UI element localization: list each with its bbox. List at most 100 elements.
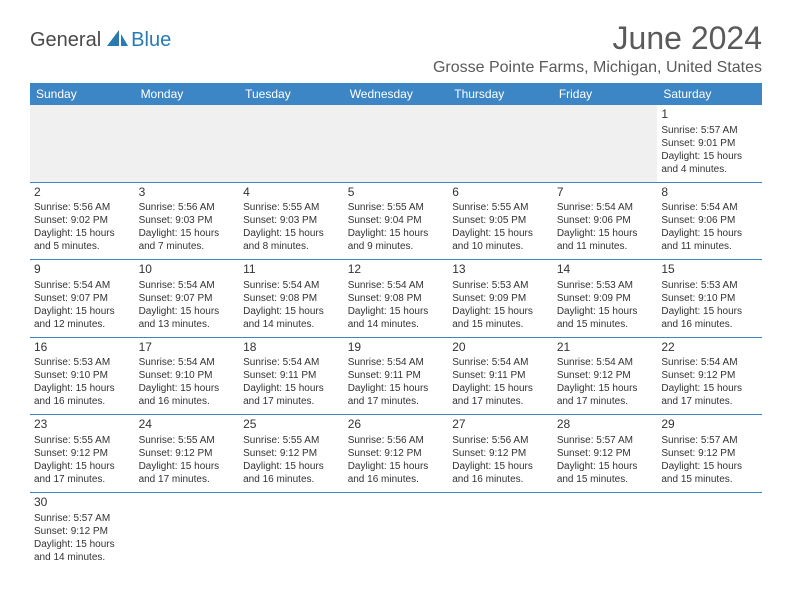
daylight-text: Daylight: 15 hours and 16 minutes. [452, 460, 549, 486]
sunrise-text: Sunrise: 5:54 AM [34, 279, 131, 292]
sunset-text: Sunset: 9:08 PM [243, 292, 340, 305]
calendar-cell: 8Sunrise: 5:54 AMSunset: 9:06 PMDaylight… [657, 182, 762, 260]
calendar-cell [135, 492, 240, 569]
daylight-text: Daylight: 15 hours and 15 minutes. [452, 305, 549, 331]
calendar-body: 1Sunrise: 5:57 AMSunset: 9:01 PMDaylight… [30, 105, 762, 570]
calendar-cell: 16Sunrise: 5:53 AMSunset: 9:10 PMDayligh… [30, 337, 135, 415]
sunrise-text: Sunrise: 5:57 AM [34, 512, 131, 525]
daylight-text: Daylight: 15 hours and 4 minutes. [661, 150, 758, 176]
calendar-cell: 3Sunrise: 5:56 AMSunset: 9:03 PMDaylight… [135, 182, 240, 260]
month-title: June 2024 [433, 20, 762, 57]
calendar-cell: 7Sunrise: 5:54 AMSunset: 9:06 PMDaylight… [553, 182, 658, 260]
calendar-cell [448, 105, 553, 182]
calendar-cell [553, 492, 658, 569]
calendar-cell: 29Sunrise: 5:57 AMSunset: 9:12 PMDayligh… [657, 415, 762, 493]
calendar-cell: 25Sunrise: 5:55 AMSunset: 9:12 PMDayligh… [239, 415, 344, 493]
sunrise-text: Sunrise: 5:54 AM [139, 279, 236, 292]
day-number: 17 [139, 340, 236, 356]
sunset-text: Sunset: 9:01 PM [661, 137, 758, 150]
calendar-cell [239, 105, 344, 182]
daylight-text: Daylight: 15 hours and 12 minutes. [34, 305, 131, 331]
daylight-text: Daylight: 15 hours and 15 minutes. [557, 305, 654, 331]
sunrise-text: Sunrise: 5:54 AM [348, 356, 445, 369]
sunset-text: Sunset: 9:06 PM [557, 214, 654, 227]
sunset-text: Sunset: 9:10 PM [661, 292, 758, 305]
calendar-cell [30, 105, 135, 182]
calendar-cell [448, 492, 553, 569]
day-number: 25 [243, 417, 340, 433]
sunset-text: Sunset: 9:07 PM [139, 292, 236, 305]
daylight-text: Daylight: 15 hours and 16 minutes. [661, 305, 758, 331]
daylight-text: Daylight: 15 hours and 17 minutes. [348, 382, 445, 408]
day-number: 7 [557, 185, 654, 201]
calendar-cell [344, 492, 449, 569]
sunrise-text: Sunrise: 5:56 AM [34, 201, 131, 214]
calendar-cell: 11Sunrise: 5:54 AMSunset: 9:08 PMDayligh… [239, 260, 344, 338]
calendar-cell: 6Sunrise: 5:55 AMSunset: 9:05 PMDaylight… [448, 182, 553, 260]
day-number: 5 [348, 185, 445, 201]
sunrise-text: Sunrise: 5:56 AM [348, 434, 445, 447]
day-number: 28 [557, 417, 654, 433]
weekday-header: Saturday [657, 83, 762, 105]
sunset-text: Sunset: 9:06 PM [661, 214, 758, 227]
calendar-cell: 21Sunrise: 5:54 AMSunset: 9:12 PMDayligh… [553, 337, 658, 415]
daylight-text: Daylight: 15 hours and 16 minutes. [348, 460, 445, 486]
logo-sail-icon [105, 28, 129, 53]
calendar-cell: 2Sunrise: 5:56 AMSunset: 9:02 PMDaylight… [30, 182, 135, 260]
sunset-text: Sunset: 9:08 PM [348, 292, 445, 305]
sunrise-text: Sunrise: 5:53 AM [452, 279, 549, 292]
day-number: 23 [34, 417, 131, 433]
calendar-cell [344, 105, 449, 182]
daylight-text: Daylight: 15 hours and 17 minutes. [139, 460, 236, 486]
calendar-cell: 10Sunrise: 5:54 AMSunset: 9:07 PMDayligh… [135, 260, 240, 338]
day-number: 8 [661, 185, 758, 201]
sunset-text: Sunset: 9:11 PM [243, 369, 340, 382]
daylight-text: Daylight: 15 hours and 17 minutes. [557, 382, 654, 408]
sunrise-text: Sunrise: 5:56 AM [452, 434, 549, 447]
day-number: 16 [34, 340, 131, 356]
calendar-cell: 22Sunrise: 5:54 AMSunset: 9:12 PMDayligh… [657, 337, 762, 415]
day-number: 6 [452, 185, 549, 201]
calendar-cell: 28Sunrise: 5:57 AMSunset: 9:12 PMDayligh… [553, 415, 658, 493]
daylight-text: Daylight: 15 hours and 11 minutes. [557, 227, 654, 253]
sunset-text: Sunset: 9:12 PM [452, 447, 549, 460]
sunrise-text: Sunrise: 5:55 AM [139, 434, 236, 447]
daylight-text: Daylight: 15 hours and 17 minutes. [661, 382, 758, 408]
calendar-cell: 19Sunrise: 5:54 AMSunset: 9:11 PMDayligh… [344, 337, 449, 415]
sunrise-text: Sunrise: 5:54 AM [452, 356, 549, 369]
sunset-text: Sunset: 9:02 PM [34, 214, 131, 227]
day-number: 30 [34, 495, 131, 511]
calendar-cell [239, 492, 344, 569]
calendar-row: 9Sunrise: 5:54 AMSunset: 9:07 PMDaylight… [30, 260, 762, 338]
daylight-text: Daylight: 15 hours and 11 minutes. [661, 227, 758, 253]
calendar-row: 1Sunrise: 5:57 AMSunset: 9:01 PMDaylight… [30, 105, 762, 182]
day-number: 14 [557, 262, 654, 278]
sunset-text: Sunset: 9:12 PM [243, 447, 340, 460]
calendar-cell: 20Sunrise: 5:54 AMSunset: 9:11 PMDayligh… [448, 337, 553, 415]
sunrise-text: Sunrise: 5:53 AM [661, 279, 758, 292]
day-number: 22 [661, 340, 758, 356]
weekday-header: Monday [135, 83, 240, 105]
daylight-text: Daylight: 15 hours and 9 minutes. [348, 227, 445, 253]
sunrise-text: Sunrise: 5:55 AM [348, 201, 445, 214]
sunset-text: Sunset: 9:12 PM [557, 447, 654, 460]
sunset-text: Sunset: 9:12 PM [661, 447, 758, 460]
day-number: 10 [139, 262, 236, 278]
weekday-header: Friday [553, 83, 658, 105]
calendar-cell: 9Sunrise: 5:54 AMSunset: 9:07 PMDaylight… [30, 260, 135, 338]
calendar-cell: 12Sunrise: 5:54 AMSunset: 9:08 PMDayligh… [344, 260, 449, 338]
header: General Blue June 2024 Grosse Pointe Far… [30, 20, 762, 77]
calendar-cell: 14Sunrise: 5:53 AMSunset: 9:09 PMDayligh… [553, 260, 658, 338]
sunset-text: Sunset: 9:09 PM [452, 292, 549, 305]
day-number: 13 [452, 262, 549, 278]
daylight-text: Daylight: 15 hours and 15 minutes. [557, 460, 654, 486]
calendar-cell: 26Sunrise: 5:56 AMSunset: 9:12 PMDayligh… [344, 415, 449, 493]
sunset-text: Sunset: 9:10 PM [139, 369, 236, 382]
calendar-cell: 1Sunrise: 5:57 AMSunset: 9:01 PMDaylight… [657, 105, 762, 182]
day-number: 26 [348, 417, 445, 433]
calendar-cell [135, 105, 240, 182]
sunrise-text: Sunrise: 5:57 AM [661, 124, 758, 137]
sunset-text: Sunset: 9:07 PM [34, 292, 131, 305]
sunset-text: Sunset: 9:12 PM [661, 369, 758, 382]
weekday-header: Tuesday [239, 83, 344, 105]
